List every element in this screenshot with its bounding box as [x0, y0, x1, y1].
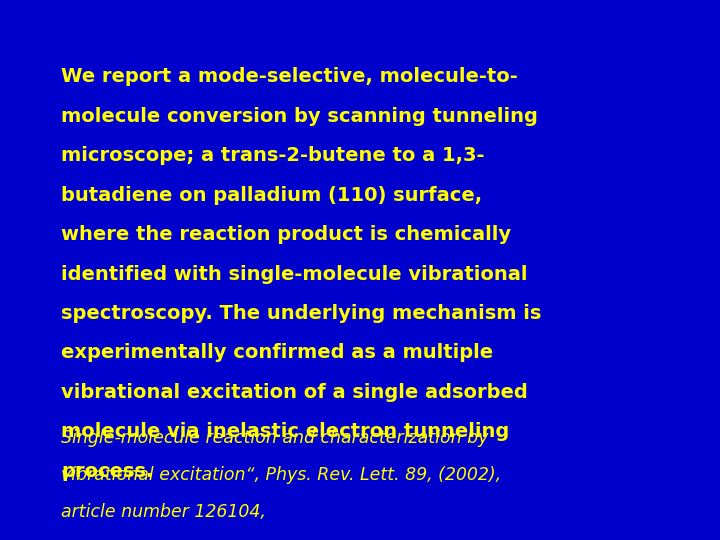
- Text: spectroscopy. The underlying mechanism is: spectroscopy. The underlying mechanism i…: [61, 304, 541, 323]
- Text: molecule conversion by scanning tunneling: molecule conversion by scanning tunnelin…: [61, 107, 538, 126]
- Text: article number 126104,: article number 126104,: [61, 503, 266, 521]
- Text: butadiene on palladium (110) surface,: butadiene on palladium (110) surface,: [61, 186, 482, 205]
- Text: where the reaction product is chemically: where the reaction product is chemically: [61, 225, 511, 244]
- Text: molecule via inelastic electron tunneling: molecule via inelastic electron tunnelin…: [61, 422, 510, 441]
- Text: microscope; a trans-2-butene to a 1,3-: microscope; a trans-2-butene to a 1,3-: [61, 146, 485, 165]
- Text: identified with single-molecule vibrational: identified with single-molecule vibratio…: [61, 265, 528, 284]
- Text: We report a mode-selective, molecule-to-: We report a mode-selective, molecule-to-: [61, 68, 518, 86]
- Text: Single-molecule reaction and characterization by: Single-molecule reaction and characteriz…: [61, 429, 489, 447]
- Text: experimentally confirmed as a multiple: experimentally confirmed as a multiple: [61, 343, 493, 362]
- Text: vibrational excitation“, Phys. Rev. Lett. 89, (2002),: vibrational excitation“, Phys. Rev. Lett…: [61, 466, 501, 484]
- Text: process.: process.: [61, 462, 153, 481]
- Text: vibrational excitation of a single adsorbed: vibrational excitation of a single adsor…: [61, 383, 528, 402]
